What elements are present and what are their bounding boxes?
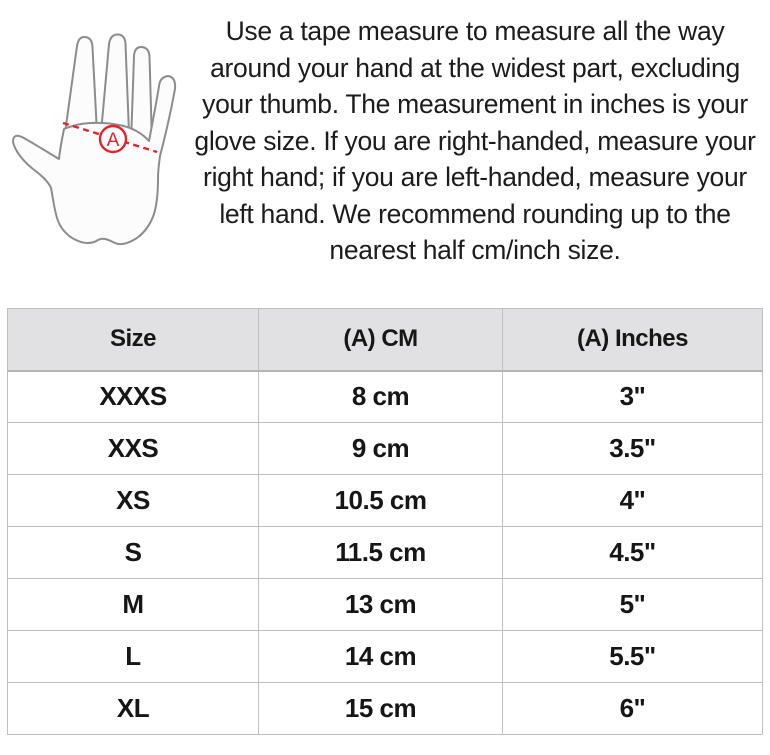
inches-cell: 4.5" xyxy=(502,526,763,579)
inches-cell: 5.5" xyxy=(502,630,763,683)
size-cell: S xyxy=(7,526,259,579)
table-row: S 11.5 cm 4.5" xyxy=(7,526,763,579)
cm-cell: 9 cm xyxy=(258,422,503,475)
table-row: M 13 cm 5" xyxy=(7,578,763,631)
table-row: XXS 9 cm 3.5" xyxy=(7,422,763,475)
inches-cell: 4" xyxy=(502,474,763,527)
col-header-size: Size xyxy=(7,308,259,372)
measurement-letter: A xyxy=(107,130,120,151)
size-cell: XS xyxy=(7,474,259,527)
inches-cell: 3.5" xyxy=(502,422,763,475)
table-row: L 14 cm 5.5" xyxy=(7,630,763,683)
table-header-row: Size (A) CM (A) Inches xyxy=(7,308,763,372)
cm-cell: 15 cm xyxy=(258,682,503,735)
inches-cell: 3" xyxy=(502,370,763,423)
cm-cell: 14 cm xyxy=(258,630,503,683)
measurement-instructions: Use a tape measure to measure all the wa… xyxy=(194,16,756,265)
inches-cell: 5" xyxy=(502,578,763,631)
table-row: XS 10.5 cm 4" xyxy=(7,474,763,527)
ring-finger-outline xyxy=(130,46,153,144)
cm-cell: 10.5 cm xyxy=(258,474,503,527)
table-row: XL 15 cm 6" xyxy=(7,682,763,735)
col-header-inches: (A) Inches xyxy=(502,308,763,372)
size-cell: XXXS xyxy=(7,370,259,423)
size-chart-table: Size (A) CM (A) Inches XXXS 8 cm 3" XXS … xyxy=(7,308,763,735)
inches-cell: 6" xyxy=(502,682,763,735)
cm-cell: 11.5 cm xyxy=(258,526,503,579)
palm-outline xyxy=(12,75,177,246)
table-row: XXXS 8 cm 3" xyxy=(7,370,763,423)
col-header-cm: (A) CM xyxy=(258,308,503,372)
index-finger-outline xyxy=(64,35,98,134)
measurement-circle xyxy=(98,124,128,154)
cm-cell: 13 cm xyxy=(258,578,503,631)
size-cell: L xyxy=(7,630,259,683)
cm-cell: 8 cm xyxy=(258,370,503,423)
measurement-line xyxy=(62,121,158,154)
size-cell: M xyxy=(7,578,259,631)
middle-finger-outline xyxy=(100,33,130,134)
hand-measurement-diagram: A xyxy=(12,33,177,246)
size-cell: XXS xyxy=(7,422,259,475)
size-cell: XL xyxy=(7,682,259,735)
